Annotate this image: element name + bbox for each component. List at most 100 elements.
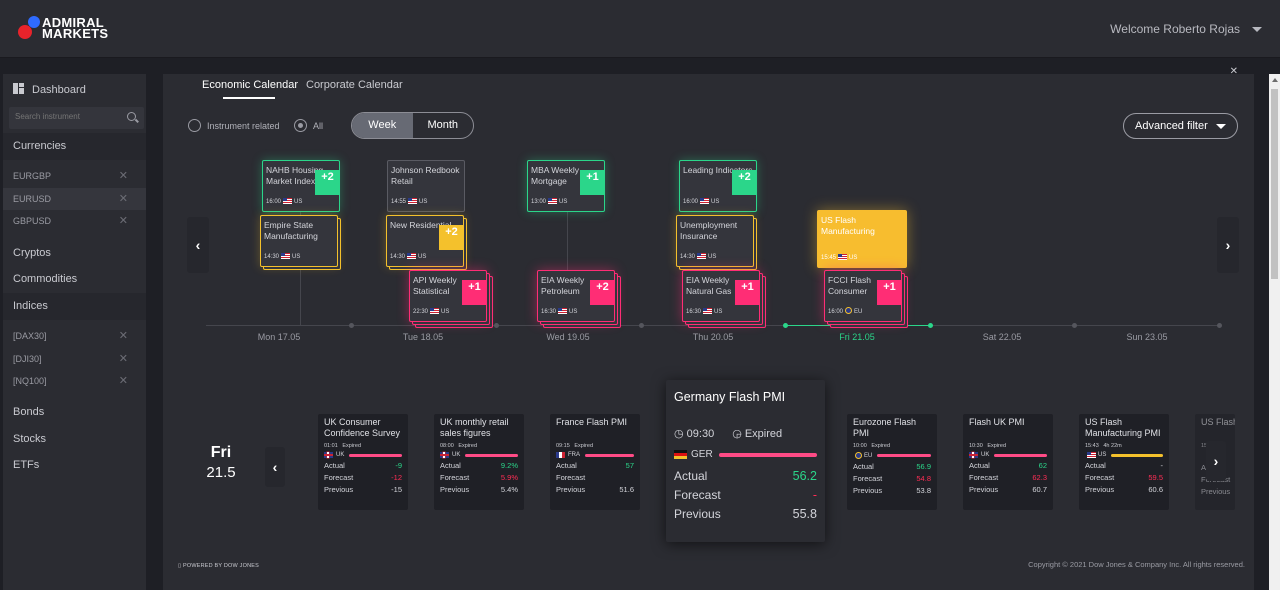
close-icon[interactable]: ✕ <box>118 215 128 227</box>
us-flag-icon <box>558 308 568 314</box>
event-card-highlighted[interactable]: US Flash Manufacturing 15:45 US <box>817 210 907 268</box>
chevron-down-icon <box>1216 124 1226 129</box>
sidebar-item-currencies[interactable]: Currencies <box>3 133 146 160</box>
sidebar-item-bonds[interactable]: Bonds <box>3 399 146 426</box>
event-card[interactable]: EIA Weekly Natural Gas 16:30 US +1 <box>682 270 760 322</box>
next-week-button[interactable]: › <box>1217 217 1239 273</box>
logo-text: ADMIRAL MARKETS <box>42 15 109 41</box>
event-card[interactable]: Johnson Redbook Retail 14:55 US <box>387 160 465 212</box>
event-detail-card[interactable]: France Flash PMI 09:15 Expired FRA Actua… <box>550 414 640 510</box>
sidebar-subitem-dax30[interactable]: [DAX30] ✕ <box>3 325 146 347</box>
timeline-dot <box>928 323 933 328</box>
event-detail-card[interactable]: US Flash Manufacturing PMI 15:43 4h 22m … <box>1079 414 1169 510</box>
sidebar-item-dashboard[interactable]: Dashboard <box>3 76 146 104</box>
event-card[interactable]: API Weekly Statistical 22:30 US +1 <box>409 270 487 322</box>
powered-by-dow-jones: ▯ POWERED BY DOW JONES <box>178 563 259 569</box>
impact-bar <box>994 453 1047 457</box>
search-input[interactable] <box>15 112 115 121</box>
event-card[interactable]: FCCI Flash Consumer 16:00 EU +1 <box>824 270 902 322</box>
event-card[interactable]: Leading Indicators 16:00 US +2 <box>679 160 757 212</box>
eu-flag-icon <box>855 452 862 459</box>
timeline-dot <box>1217 323 1222 328</box>
us-flag-icon <box>697 253 707 259</box>
event-detail-card[interactable]: Flash UK PMI 10:30 Expired UK Actual 62 F… <box>963 414 1053 510</box>
event-card[interactable]: MBA Weekly Mortgage 13:00 US +1 <box>527 160 605 212</box>
us-flag-icon <box>283 198 293 204</box>
close-icon[interactable]: ✕ <box>1229 66 1238 77</box>
tab-corporate-calendar[interactable]: Corporate Calendar <box>306 79 403 91</box>
event-card[interactable]: NAHB Housing Market Index 16:00 US +2 <box>262 160 340 212</box>
day-label[interactable]: Tue 18.05 <box>402 332 444 342</box>
logo-blue-dot <box>28 16 40 28</box>
admiral-markets-logo[interactable]: ADMIRAL MARKETS <box>18 16 128 44</box>
user-menu[interactable]: Welcome Roberto Rojas <box>1110 22 1262 36</box>
close-icon[interactable]: ✕ <box>118 330 128 342</box>
close-icon[interactable]: ✕ <box>118 375 128 387</box>
more-events-badge[interactable]: +2 <box>732 170 757 195</box>
next-event-button[interactable]: › <box>1206 441 1226 481</box>
sidebar-subitem-gbpusd[interactable]: GBPUSD ✕ <box>3 210 146 232</box>
toggle-month[interactable]: Month <box>427 119 459 131</box>
day-label[interactable]: Wed 19.05 <box>546 332 590 342</box>
impact-bar <box>585 453 634 457</box>
day-label[interactable]: Thu 20.05 <box>692 332 734 342</box>
more-events-badge[interactable]: +2 <box>439 225 464 250</box>
sidebar-subitem-dji30[interactable]: [DJI30] ✕ <box>3 348 146 370</box>
event-detail-card[interactable]: UK Consumer Confidence Survey 01:01 Expi… <box>318 414 408 510</box>
us-flag-icon <box>548 198 558 204</box>
event-card[interactable]: New Residential 14:30 US +2 <box>386 215 464 267</box>
tab-economic-calendar[interactable]: Economic Calendar <box>202 79 298 91</box>
day-label[interactable]: Mon 17.05 <box>257 332 301 342</box>
event-card[interactable]: Empire State Manufacturing 14:30 US <box>260 215 338 267</box>
prev-week-button[interactable]: ‹ <box>187 217 209 273</box>
germany-flag-icon <box>674 450 687 459</box>
sidebar-item-etfs[interactable]: ETFs <box>3 452 146 479</box>
featured-event-card[interactable]: Germany Flash PMI ◷ 09:30 ◶ Expired GER … <box>666 380 825 542</box>
sidebar-item-commodities[interactable]: Commodities <box>3 266 146 293</box>
toggle-week[interactable]: Week <box>352 113 413 138</box>
prev-event-button[interactable]: ‹ <box>265 447 285 487</box>
more-events-badge[interactable]: +1 <box>877 280 902 305</box>
more-events-badge[interactable]: +1 <box>580 170 605 195</box>
page-scrollbar[interactable] <box>1269 74 1280 590</box>
scrollbar-thumb[interactable] <box>1271 89 1278 279</box>
day-label[interactable]: Sun 23.05 <box>1126 332 1168 342</box>
impact-bar <box>877 454 931 457</box>
event-detail-card[interactable]: Eurozone Flash PMI 10:00 Expired EU Actu… <box>847 414 937 510</box>
calendar-panel: ✕ Economic Calendar Corporate Calendar I… <box>163 66 1254 590</box>
timeline-dot <box>783 323 788 328</box>
event-card[interactable]: EIA Weekly Petroleum 16:30 US +2 <box>537 270 615 322</box>
close-icon[interactable]: ✕ <box>118 353 128 365</box>
search-instrument[interactable] <box>9 107 144 129</box>
close-icon[interactable]: ✕ <box>118 193 128 205</box>
france-flag-icon <box>556 452 565 458</box>
sidebar-subitem-nq100[interactable]: [NQ100] ✕ <box>3 370 146 392</box>
event-detail-card[interactable]: UK monthly retail sales figures 08:00 Ex… <box>434 414 524 510</box>
expired-status: ◶ Expired <box>732 428 783 440</box>
dashboard-icon <box>13 83 24 94</box>
advanced-filter-button[interactable]: Advanced filter <box>1123 113 1238 139</box>
uk-flag-icon <box>440 452 449 458</box>
chevron-down-icon <box>1252 26 1262 32</box>
more-events-badge[interactable]: +1 <box>462 280 487 305</box>
more-events-badge[interactable]: +1 <box>735 280 760 305</box>
close-icon[interactable]: ✕ <box>118 170 128 182</box>
radio-instrument-related[interactable]: Instrument related <box>188 119 280 132</box>
search-icon[interactable] <box>127 112 136 121</box>
sidebar-item-stocks[interactable]: Stocks <box>3 426 146 453</box>
more-events-badge[interactable]: +2 <box>315 170 340 195</box>
radio-circle[interactable] <box>188 119 201 132</box>
event-card[interactable]: Unemployment Insurance 14:30 US <box>676 215 754 267</box>
sidebar-subitem-eurusd[interactable]: EURUSD ✕ <box>3 188 146 210</box>
scroll-up-icon[interactable] <box>1272 78 1278 82</box>
day-label[interactable]: Sat 22.05 <box>982 332 1022 342</box>
radio-circle-selected[interactable] <box>294 119 307 132</box>
day-label-active[interactable]: Fri 21.05 <box>839 332 875 342</box>
sidebar-item-indices[interactable]: Indices <box>3 293 146 320</box>
more-events-badge[interactable]: +2 <box>590 280 615 305</box>
top-bar: ADMIRAL MARKETS Welcome Roberto Rojas <box>0 0 1280 58</box>
timeline-dot <box>349 323 354 328</box>
radio-all[interactable]: All <box>294 119 323 132</box>
sidebar-subitem-eurgbp[interactable]: EURGBP ✕ <box>3 165 146 187</box>
sidebar-item-cryptos[interactable]: Cryptos <box>3 240 146 267</box>
